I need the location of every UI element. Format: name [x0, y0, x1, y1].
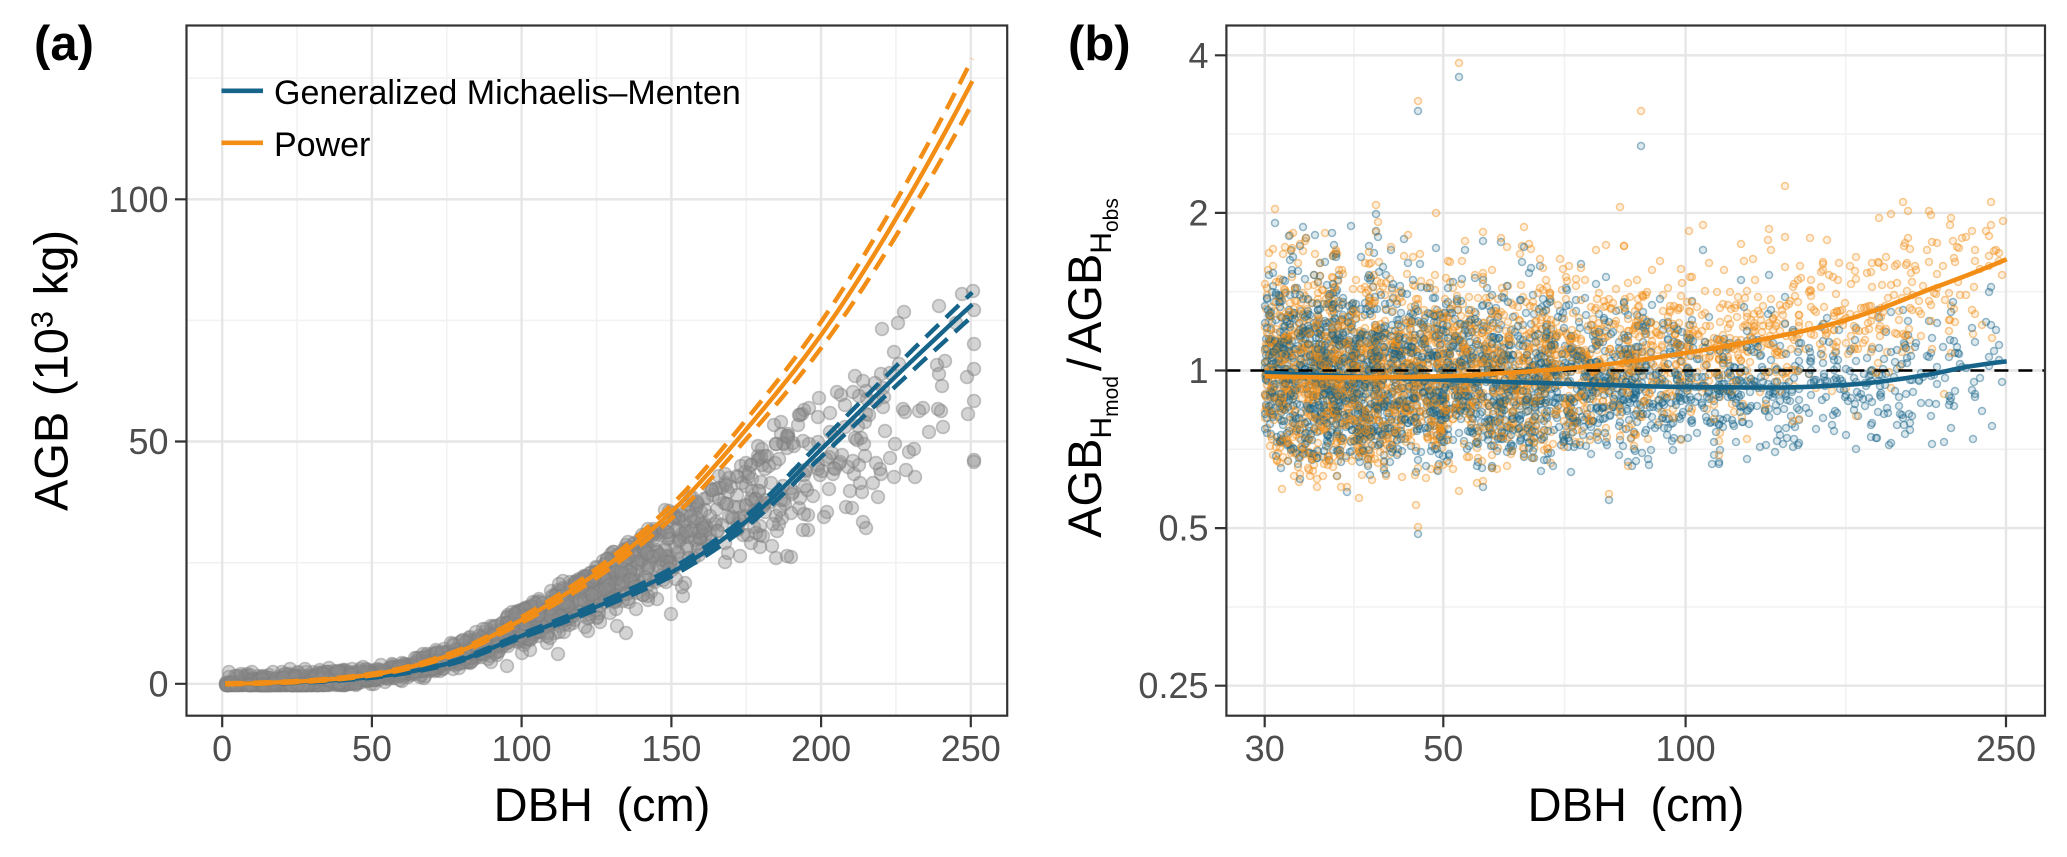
svg-text:200: 200: [791, 728, 851, 769]
svg-text:50: 50: [128, 421, 168, 462]
svg-text:DBH (cm): DBH (cm): [494, 778, 711, 831]
svg-text:AGB (103 kg): AGB (103 kg): [25, 230, 78, 511]
svg-text:Generalized Michaelis–Menten: Generalized Michaelis–Menten: [274, 74, 741, 112]
svg-text:100: 100: [492, 728, 552, 769]
svg-text:150: 150: [641, 728, 701, 769]
svg-text:(a): (a): [34, 17, 94, 71]
svg-text:0: 0: [148, 663, 168, 704]
svg-text:0: 0: [212, 728, 232, 769]
svg-text:50: 50: [352, 728, 392, 769]
svg-text:250: 250: [941, 728, 1001, 769]
svg-text:Power: Power: [274, 126, 370, 164]
svg-text:100: 100: [108, 179, 168, 220]
